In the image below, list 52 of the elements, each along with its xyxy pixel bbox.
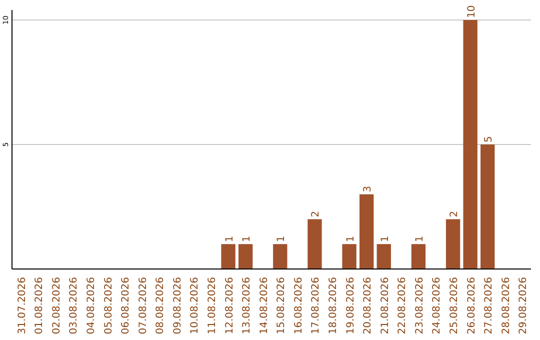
bar	[411, 244, 426, 269]
bar	[221, 244, 236, 269]
x-tick-label: 01.08.2026	[34, 277, 46, 334]
data-label: 1	[224, 236, 236, 242]
x-tick-label: 28.08.2026	[500, 277, 512, 334]
data-label: 1	[345, 236, 356, 242]
x-tick-label: 23.08.2026	[414, 277, 426, 334]
x-tick-label: 05.08.2026	[103, 277, 114, 334]
x-tick-label: 24.08.2026	[432, 277, 443, 334]
data-label: 1	[276, 236, 288, 242]
bar	[273, 244, 288, 269]
x-tick-label: 08.08.2026	[155, 277, 166, 334]
x-tick-label: 26.08.2026	[466, 277, 478, 334]
x-tick-label: 03.08.2026	[68, 277, 80, 334]
x-tick-label: 14.08.2026	[258, 277, 270, 334]
bar	[238, 244, 253, 269]
x-tick-label: 18.08.2026	[328, 277, 340, 334]
x-tick-label: 31.07.2026	[16, 277, 28, 334]
x-tick-label: 21.08.2026	[380, 277, 391, 334]
x-tick-label: 06.08.2026	[120, 277, 132, 334]
bar	[446, 219, 460, 269]
x-tick-label: 09.08.2026	[172, 277, 184, 334]
x-tick-label: 16.08.2026	[293, 277, 304, 334]
x-tick-label: 29.08.2026	[518, 277, 530, 334]
x-tick-label: 20.08.2026	[362, 277, 374, 334]
data-label: 1	[380, 236, 391, 242]
bar	[480, 144, 495, 269]
data-label: 2	[310, 210, 322, 218]
data-label: 1	[242, 236, 253, 242]
bar	[376, 244, 391, 269]
data-label: 1	[414, 236, 426, 242]
data-label: 10	[466, 5, 478, 18]
x-tick-label: 19.08.2026	[345, 277, 356, 334]
x-tick-label: 04.08.2026	[86, 277, 97, 334]
x-tick-label: 02.08.2026	[51, 277, 62, 334]
bar	[308, 219, 322, 269]
bar	[360, 194, 374, 269]
x-tick-label: 13.08.2026	[242, 277, 253, 334]
x-tick-label: 25.08.2026	[449, 277, 460, 334]
x-tick-label: 10.08.2026	[190, 277, 201, 334]
data-label: 5	[484, 136, 495, 142]
bar	[342, 244, 356, 269]
x-tick-label: 15.08.2026	[276, 277, 288, 334]
data-label: 2	[449, 210, 460, 218]
data-label: 3	[362, 186, 374, 192]
bar	[463, 20, 478, 269]
x-tick-label: 27.08.2026	[484, 277, 495, 334]
x-tick-label: 07.08.2026	[138, 277, 149, 334]
x-tick-label: 17.08.2026	[310, 277, 322, 334]
x-tick-label: 11.08.2026	[206, 277, 218, 334]
x-tick-label: 12.08.2026	[224, 277, 236, 334]
x-tick-label: 22.08.2026	[397, 277, 408, 334]
